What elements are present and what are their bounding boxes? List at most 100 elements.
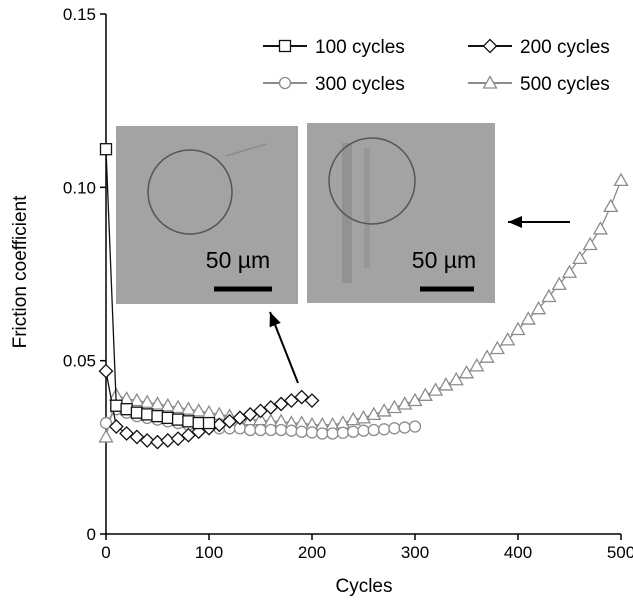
data-point <box>171 413 185 426</box>
data-point <box>417 387 433 401</box>
data-point <box>500 332 516 346</box>
data-point <box>119 426 135 441</box>
data-point <box>160 397 176 412</box>
data-point <box>141 408 154 421</box>
arrow-head <box>508 216 522 228</box>
arrow-to-500-cycles-inset <box>508 216 570 228</box>
data-point <box>99 143 113 156</box>
data-point <box>244 423 257 437</box>
data-point <box>316 427 329 440</box>
data-point <box>388 422 401 435</box>
data-point <box>180 401 197 415</box>
data-point <box>182 415 195 428</box>
y-tick-label: 0.10 <box>63 178 96 197</box>
legend-label: 100 cycles <box>315 37 405 58</box>
y-tick-label: 0.15 <box>63 5 96 24</box>
data-point <box>408 420 422 433</box>
data-point <box>326 427 339 440</box>
x-tick-label: 100 <box>195 543 223 562</box>
data-point <box>336 426 350 439</box>
axes <box>100 13 622 540</box>
data-point <box>458 364 475 379</box>
data-point <box>160 432 176 448</box>
y-axis-label: Friction coefficient <box>10 195 31 348</box>
data-point <box>603 198 619 213</box>
data-point <box>98 363 114 379</box>
legend: 100 cycles 200 cycles 300 cycles 500 cycles <box>263 37 610 95</box>
data-point <box>357 424 370 437</box>
legend-item: 500 cycles <box>468 74 610 95</box>
wear-track <box>342 143 352 283</box>
data-point <box>130 406 144 419</box>
y-tick-label: 0.05 <box>63 352 96 371</box>
data-point <box>170 399 186 414</box>
data-point <box>120 403 133 416</box>
data-point <box>520 311 536 325</box>
data-point <box>150 434 165 450</box>
micrograph-inset: 50 µm <box>307 123 495 303</box>
legend-item: 100 cycles <box>263 37 405 58</box>
data-point <box>161 411 174 425</box>
data-point <box>98 429 114 443</box>
data-point <box>304 393 320 408</box>
legend-marker <box>278 39 292 53</box>
data-point <box>572 250 588 265</box>
data-point <box>479 349 495 363</box>
x-tick-label: 500 <box>607 543 633 562</box>
micrograph-insets: 50 µm 50 µm <box>116 123 570 384</box>
scale-bar-label: 50 µm <box>206 247 270 273</box>
legend-label: 300 cycles <box>315 74 405 95</box>
data-point <box>274 423 288 437</box>
legend-label: 500 cycles <box>520 74 610 95</box>
data-point <box>345 411 361 426</box>
series-100-cycles <box>99 143 216 430</box>
x-tick-label: 200 <box>298 543 326 562</box>
contact-circle <box>328 137 416 225</box>
contact-circle <box>147 149 233 235</box>
legend-marker <box>278 76 292 90</box>
data-point <box>347 425 360 438</box>
data-point <box>99 416 113 430</box>
data-point <box>192 416 205 430</box>
data-point <box>541 288 557 303</box>
data-point <box>489 340 506 355</box>
x-tick-label: 400 <box>504 543 532 562</box>
data-point <box>202 416 216 430</box>
legend-item: 200 cycles <box>468 37 610 58</box>
data-point <box>561 264 578 278</box>
data-point <box>510 321 526 336</box>
data-point <box>613 172 629 187</box>
data-point <box>530 300 547 315</box>
data-point <box>108 419 124 434</box>
data-point <box>264 423 277 437</box>
data-point <box>151 409 164 423</box>
scale-bar-label: 50 µm <box>412 247 476 273</box>
data-point <box>407 392 423 407</box>
data-point <box>469 358 485 372</box>
arrow-head <box>269 312 281 328</box>
data-point <box>398 421 411 434</box>
wear-track <box>364 148 370 268</box>
scratch-mark <box>225 143 267 157</box>
x-axis-label: Cycles <box>335 576 392 597</box>
data-point <box>377 423 391 436</box>
x-tick-label: 0 <box>101 543 110 562</box>
data-point <box>129 392 145 407</box>
plot-series <box>98 143 629 450</box>
legend-label: 200 cycles <box>520 37 610 58</box>
data-point <box>110 399 123 412</box>
data-point <box>305 426 319 439</box>
data-point <box>295 425 308 438</box>
data-point <box>139 394 155 408</box>
y-tick-label: 0 <box>87 525 96 544</box>
data-point <box>582 236 598 251</box>
data-point <box>367 423 380 437</box>
data-point <box>448 371 464 386</box>
data-point <box>191 403 207 417</box>
micrograph-image <box>116 126 298 304</box>
x-tick-label: 300 <box>401 543 429 562</box>
legend-marker <box>482 38 498 54</box>
arrow-to-200-cycles-inset <box>269 311 299 384</box>
